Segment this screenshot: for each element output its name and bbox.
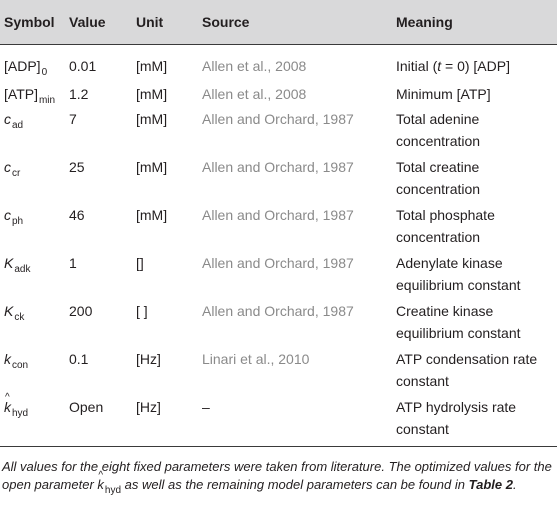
unit-cell: [] [136, 255, 144, 271]
unit-cell: [ ] [136, 303, 148, 319]
meaning-cell: ATP hydrolysis rate [396, 399, 517, 415]
value-cell: 200 [69, 303, 93, 319]
value-cell: 1.2 [69, 86, 89, 102]
source-cell: Allen and Orchard, 1987 [202, 111, 354, 127]
unit-cell: [mM] [136, 207, 168, 223]
unit-cell: [Hz] [136, 351, 161, 367]
source-cell: Allen et al., 2008 [202, 86, 307, 102]
value-cell: 1 [69, 255, 77, 271]
value-cell: 0.01 [69, 58, 97, 74]
source-cell: Allen et al., 2008 [202, 58, 307, 74]
value-cell: 46 [69, 207, 85, 223]
meaning-cell: Initial (t = 0) [ADP] [396, 58, 510, 74]
symbol-cell: cad [4, 111, 24, 131]
meaning-cell-line2: concentration [396, 181, 481, 197]
source-cell: – [202, 399, 210, 415]
meaning-cell-line2: constant [396, 373, 449, 389]
unit-cell: [mM] [136, 111, 168, 127]
meaning-cell-line2: equilibrium constant [396, 325, 521, 341]
symbol-cell: Kadk [4, 255, 31, 275]
symbol-cell: ccr [4, 159, 21, 179]
unit-cell: [mM] [136, 86, 168, 102]
source-cell: Allen and Orchard, 1987 [202, 207, 354, 223]
value-cell: Open [69, 399, 104, 415]
header-source: Source [202, 14, 250, 30]
table-2-reference: Table 2 [468, 477, 513, 492]
meaning-cell: Creatine kinase [396, 303, 494, 319]
unit-cell: [mM] [136, 58, 168, 74]
meaning-cell-line2: concentration [396, 133, 481, 149]
header-unit: Unit [136, 14, 164, 30]
meaning-cell-line2: constant [396, 421, 449, 437]
table-bottom-rule [0, 446, 557, 447]
symbol-cell: khyd [4, 387, 28, 421]
header-symbol: Symbol [4, 14, 55, 30]
meaning-cell-line2: equilibrium constant [396, 277, 521, 293]
meaning-cell: ATP condensation rate [396, 351, 538, 367]
table-caption: All values for the eight fixed parameter… [2, 458, 554, 496]
symbol-cell: kcon [4, 351, 29, 371]
value-cell: 7 [69, 111, 77, 127]
source-cell: Allen and Orchard, 1987 [202, 255, 354, 271]
symbol-cell: cph [4, 207, 24, 227]
meaning-cell-line2: concentration [396, 229, 481, 245]
header-rule [0, 44, 557, 45]
value-cell: 25 [69, 159, 85, 175]
unit-cell: [mM] [136, 159, 168, 175]
symbol-cell: [ADP]0 [4, 58, 48, 78]
header-meaning: Meaning [396, 14, 453, 30]
unit-cell: [Hz] [136, 399, 161, 415]
value-cell: 0.1 [69, 351, 89, 367]
source-cell: Linari et al., 2010 [202, 351, 310, 367]
symbol-cell: [ATP]min [4, 86, 56, 106]
table-header-band [0, 0, 557, 44]
meaning-cell: Total creatine [396, 159, 480, 175]
meaning-cell: Total adenine [396, 111, 480, 127]
symbol-cell: Kck [4, 303, 25, 323]
meaning-cell: Total phosphate [396, 207, 495, 223]
meaning-cell: Minimum [ATP] [396, 86, 491, 102]
header-value: Value [69, 14, 106, 30]
source-cell: Allen and Orchard, 1987 [202, 159, 354, 175]
meaning-cell: Adenylate kinase [396, 255, 503, 271]
source-cell: Allen and Orchard, 1987 [202, 303, 354, 319]
